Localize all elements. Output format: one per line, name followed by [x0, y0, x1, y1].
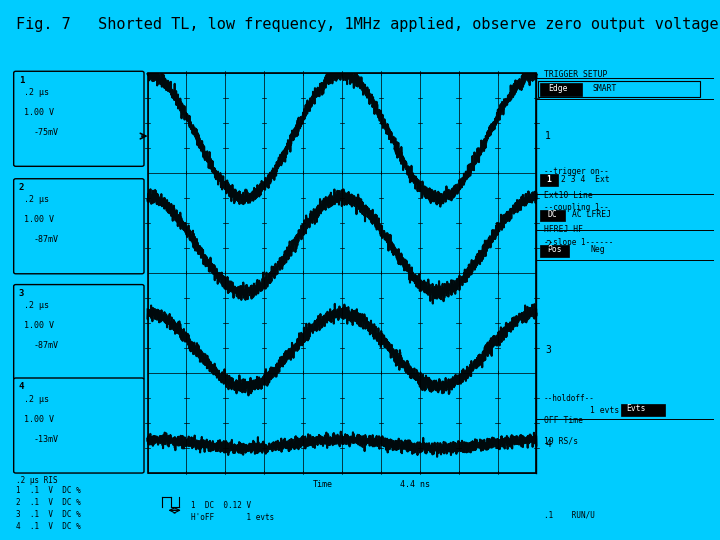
Bar [540, 174, 558, 186]
Text: DC: DC [547, 210, 557, 219]
Text: 1: 1 [19, 76, 24, 85]
Text: Pos: Pos [547, 245, 562, 254]
Text: Edge: Edge [549, 84, 568, 93]
Text: OFF Time: OFF Time [544, 416, 582, 425]
Text: SMART: SMART [593, 84, 617, 93]
Text: --slope 1------: --slope 1------ [544, 238, 613, 247]
Text: 1  .1  V  DC %: 1 .1 V DC % [16, 486, 81, 495]
Text: --trigger on--: --trigger on-- [544, 167, 608, 177]
Text: 2 3 4  Ext: 2 3 4 Ext [561, 175, 610, 184]
Text: 19 RS/s: 19 RS/s [544, 436, 577, 446]
Text: 1 evts: 1 evts [590, 406, 620, 415]
FancyBboxPatch shape [14, 285, 144, 380]
Text: -13mV: -13mV [34, 435, 59, 444]
Text: H'oFF       1 evts: H'oFF 1 evts [191, 513, 274, 522]
Bar [621, 404, 665, 416]
Text: Ext10 Line: Ext10 Line [544, 191, 593, 200]
FancyBboxPatch shape [14, 71, 144, 166]
Bar [148, 73, 536, 472]
Text: 3: 3 [545, 345, 551, 355]
Text: 1  DC  0.12 V: 1 DC 0.12 V [191, 501, 251, 510]
Bar [538, 81, 700, 97]
Text: .2 μs RIS: .2 μs RIS [16, 476, 58, 485]
Text: 1: 1 [546, 175, 551, 184]
Text: Neg: Neg [590, 245, 605, 254]
Text: 2: 2 [19, 183, 24, 192]
Text: .2 μs: .2 μs [24, 395, 50, 404]
Text: 4: 4 [545, 439, 551, 449]
Text: 2  .1  V  DC %: 2 .1 V DC % [16, 498, 81, 507]
Text: .2 μs: .2 μs [24, 301, 50, 310]
Text: 4.4 ns: 4.4 ns [400, 480, 430, 489]
FancyBboxPatch shape [14, 378, 144, 473]
Bar [540, 83, 582, 96]
Text: Fig. 7   Shorted TL, low frequency, 1MHz applied, observe zero output voltage: Fig. 7 Shorted TL, low frequency, 1MHz a… [16, 17, 719, 32]
Text: 3: 3 [19, 289, 24, 298]
Text: AC LFREJ: AC LFREJ [572, 210, 611, 219]
Text: 1: 1 [545, 131, 551, 141]
Text: 1.00 V: 1.00 V [24, 321, 55, 330]
Text: Evts: Evts [626, 404, 646, 413]
Text: TRIGGER SETUP: TRIGGER SETUP [544, 70, 607, 79]
Text: -75mV: -75mV [34, 128, 59, 137]
Text: 15-Dec-05
13:24:13: 15-Dec-05 13:24:13 [18, 75, 60, 94]
Text: .2 μs: .2 μs [24, 88, 50, 97]
Text: -87mV: -87mV [34, 341, 59, 350]
Text: 4  .1  V  DC %: 4 .1 V DC % [16, 522, 81, 531]
Text: .2 μs: .2 μs [24, 195, 50, 205]
Text: 4: 4 [19, 382, 24, 392]
Bar [540, 210, 565, 221]
Text: 1.00 V: 1.00 V [24, 108, 55, 117]
Text: -87mV: -87mV [34, 235, 59, 245]
FancyBboxPatch shape [14, 179, 144, 274]
Bar [540, 245, 569, 256]
Text: HFREJ HF: HFREJ HF [544, 225, 582, 234]
Text: 2: 2 [545, 240, 551, 249]
Text: --coupling 1--: --coupling 1-- [544, 202, 608, 212]
Text: --holdoff--: --holdoff-- [544, 394, 595, 403]
Text: .1    RUN/U: .1 RUN/U [544, 510, 595, 519]
Text: 1.00 V: 1.00 V [24, 215, 55, 225]
Text: Time: Time [313, 480, 333, 489]
Text: 3  .1  V  DC %: 3 .1 V DC % [16, 510, 81, 519]
Text: 1.00 V: 1.00 V [24, 415, 55, 424]
